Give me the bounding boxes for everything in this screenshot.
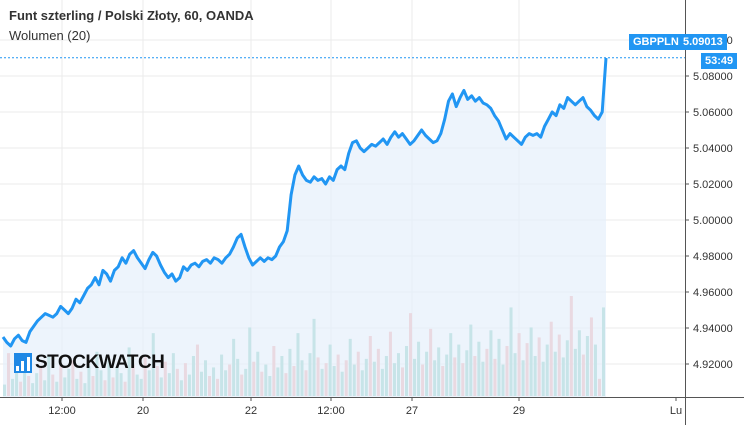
y-tick-label: 5.06000 — [693, 107, 733, 119]
bar-chart-icon — [14, 353, 32, 373]
price-axis-panel[interactable] — [685, 0, 744, 425]
x-tick-label: 12:00 — [317, 405, 345, 417]
symbol-tag: GBPPLN — [629, 34, 683, 50]
x-tick-label: 27 — [406, 405, 418, 417]
x-tick-label: 22 — [245, 405, 257, 417]
chart-title: Funt szterling / Polski Złoty, 60, OANDA — [9, 8, 254, 23]
last-price-tag: 5.09013 — [679, 34, 727, 50]
price-line — [1, 57, 608, 348]
y-tick-label: 5.08000 — [693, 71, 733, 83]
logo-text: STOCKWATCH — [35, 352, 165, 373]
stockwatch-logo: STOCKWATCH — [14, 352, 165, 374]
x-tick-label: 20 — [137, 405, 149, 417]
x-tick-label: Lu — [670, 405, 682, 417]
y-tick-label: 4.94000 — [693, 323, 733, 335]
y-tick-label: 4.98000 — [693, 251, 733, 263]
y-tick-label: 5.00000 — [693, 215, 733, 227]
y-tick-label: 4.96000 — [693, 287, 733, 299]
bar-countdown-tag: 53:49 — [701, 53, 738, 69]
y-tick-label: 5.04000 — [693, 143, 733, 155]
x-axis-tick-labels: 12:00 20 22 12:00 27 29 Lu — [48, 397, 682, 417]
y-tick-label: 5.02000 — [693, 179, 733, 191]
x-tick-label: 29 — [513, 405, 525, 417]
y-tick-label: 4.92000 — [693, 359, 733, 371]
x-tick-label: 12:00 — [48, 405, 76, 417]
price-area-fill — [3, 58, 606, 397]
volume-indicator-label[interactable]: Wolumen (20) — [9, 28, 91, 43]
